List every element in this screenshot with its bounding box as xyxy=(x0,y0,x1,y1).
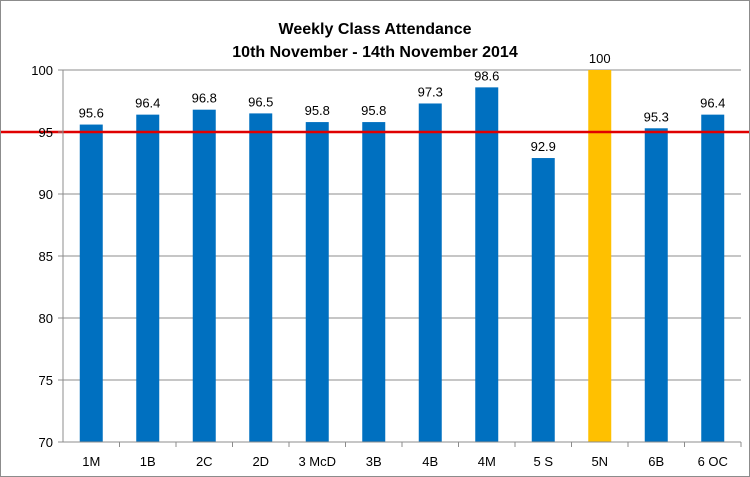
data-label: 92.9 xyxy=(531,139,556,154)
data-label: 100 xyxy=(589,51,611,66)
x-tick-label: 1B xyxy=(140,454,156,469)
x-tick-label: 5 S xyxy=(533,454,553,469)
y-tick-label: 85 xyxy=(39,249,53,264)
bar-5-s xyxy=(531,158,555,443)
y-tick-label: 90 xyxy=(39,187,53,202)
x-tick-label: 1M xyxy=(82,454,100,469)
data-label: 95.8 xyxy=(305,103,330,118)
x-tick-label: 2C xyxy=(196,454,213,469)
data-label: 95.3 xyxy=(644,109,669,124)
chart-subtitle: 10th November - 14th November 2014 xyxy=(232,44,518,61)
bar-4b xyxy=(418,103,442,442)
gridlines xyxy=(63,69,741,443)
bar-6b xyxy=(644,128,668,442)
x-tick-label: 5N xyxy=(591,454,608,469)
y-tick-label: 95 xyxy=(39,125,53,140)
x-tick-label: 4M xyxy=(478,454,496,469)
data-label: 96.5 xyxy=(248,94,273,109)
chart-title: Weekly Class Attendance xyxy=(279,21,472,38)
y-tick-label: 100 xyxy=(31,63,53,78)
bar-1b xyxy=(136,114,160,442)
bar-3b xyxy=(362,122,386,442)
x-tick-label: 6B xyxy=(648,454,664,469)
data-labels: 95.6 96.4 96.8 96.5 95.8 95.8 97.3 98.6 92.9 100 9… xyxy=(79,51,726,154)
bar-5n xyxy=(588,70,612,442)
axes: 70 75 80 85 90 95 100 1M 1B 2C 2D 3 McD 3B 4B 4M 5 S 5N 6… xyxy=(31,63,742,469)
bar-6-oc xyxy=(701,114,725,442)
data-label: 96.4 xyxy=(135,96,160,111)
bar-4m xyxy=(475,87,499,443)
bar-3-mcd xyxy=(305,122,329,442)
data-label: 95.6 xyxy=(79,106,104,121)
bars xyxy=(79,70,725,443)
bar-2d xyxy=(249,113,273,443)
x-tick-label: 3B xyxy=(366,454,382,469)
y-tick-label: 75 xyxy=(39,373,53,388)
data-label: 97.3 xyxy=(418,84,443,99)
bar-2c xyxy=(192,109,216,443)
x-tick-label: 3 McD xyxy=(298,454,336,469)
y-tick-label: 80 xyxy=(39,311,53,326)
y-tick-label: 70 xyxy=(39,435,53,450)
data-label: 96.8 xyxy=(192,91,217,106)
x-tick-label: 4B xyxy=(422,454,438,469)
bar-1m xyxy=(79,124,103,442)
x-tick-label: 6 OC xyxy=(698,454,728,469)
x-tick-label: 2D xyxy=(252,454,269,469)
data-label: 95.8 xyxy=(361,103,386,118)
data-label: 96.4 xyxy=(700,96,725,111)
data-label: 98.6 xyxy=(474,68,499,83)
